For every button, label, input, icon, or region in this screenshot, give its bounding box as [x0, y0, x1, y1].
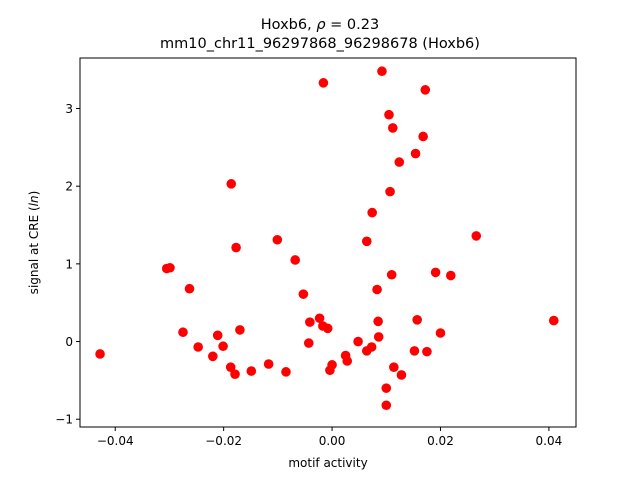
data-point-53 [422, 346, 432, 357]
data-point-18 [290, 255, 301, 265]
data-point-37 [373, 332, 384, 342]
data-point-30 [353, 336, 363, 347]
data-point-14 [246, 366, 257, 376]
data-point-29 [342, 356, 353, 366]
y-tick-label-4: 3 [65, 102, 73, 116]
data-point-20 [303, 338, 314, 348]
data-point-40 [381, 400, 392, 411]
x-axis-label: motif activity [288, 456, 367, 470]
y-tick-label-2: 1 [65, 257, 73, 271]
title-rho-symbol: ρ [316, 17, 326, 33]
points-layer [95, 66, 559, 411]
y-axis-ticks: −1 0 1 2 3 [55, 102, 80, 427]
data-point-9 [225, 362, 236, 372]
data-point-15 [263, 359, 274, 369]
data-point-48 [409, 346, 420, 356]
data-point-32 [361, 236, 372, 247]
data-point-56 [445, 270, 456, 281]
y-axis-label-main: signal at CRE ( [27, 206, 41, 294]
data-point-45 [389, 362, 399, 372]
data-point-17 [281, 367, 291, 377]
data-point-58 [548, 315, 559, 326]
data-point-7 [212, 330, 223, 341]
data-point-25 [322, 323, 333, 334]
data-point-5 [193, 342, 203, 352]
data-point-11 [230, 369, 240, 379]
y-tick-label-0: −1 [55, 413, 73, 427]
data-point-38 [377, 66, 387, 77]
title-rho-value: 0.23 [347, 17, 379, 33]
title-gene: Hoxb6 [261, 17, 307, 33]
data-point-27 [327, 360, 337, 370]
data-point-19 [298, 289, 309, 299]
data-point-6 [208, 351, 218, 362]
x-tick-label-2: 0.00 [319, 434, 346, 448]
data-point-2 [165, 262, 175, 273]
data-point-34 [367, 207, 377, 218]
data-point-43 [386, 269, 397, 280]
chart-title: Hoxb6, ρ = 0.23 [261, 17, 379, 33]
data-point-41 [384, 109, 394, 120]
y-tick-label-3: 2 [65, 180, 73, 194]
data-point-21 [305, 317, 315, 327]
data-point-35 [372, 284, 382, 295]
data-point-49 [410, 148, 421, 159]
data-point-0 [95, 349, 105, 359]
data-point-55 [435, 328, 446, 338]
data-point-33 [366, 342, 377, 352]
data-point-57 [471, 231, 482, 241]
data-point-13 [235, 325, 245, 335]
data-point-52 [420, 85, 431, 95]
data-point-10 [226, 179, 237, 189]
x-tick-label-3: 0.02 [427, 434, 454, 448]
x-tick-label-1: −0.02 [205, 434, 242, 448]
data-point-36 [373, 316, 383, 327]
data-point-50 [412, 315, 422, 325]
data-point-22 [314, 313, 325, 324]
data-point-47 [396, 370, 407, 380]
data-point-16 [272, 234, 283, 245]
y-axis-label-end: ) [27, 191, 41, 196]
y-tick-label-1: 0 [65, 335, 73, 349]
data-point-24 [318, 78, 329, 88]
chart-subtitle: mm10_chr11_96297868_96298678 (Hoxb6) [160, 36, 480, 52]
data-point-8 [218, 341, 228, 352]
data-point-3 [178, 327, 188, 338]
data-point-44 [387, 123, 398, 133]
x-tick-label-0: −0.04 [97, 434, 134, 448]
plot-frame [79, 57, 577, 428]
data-point-12 [231, 242, 241, 253]
x-axis-ticks: −0.04 −0.02 0.00 0.02 0.04 [97, 427, 562, 448]
data-point-54 [430, 267, 441, 278]
data-point-39 [381, 383, 392, 393]
data-point-4 [184, 283, 195, 294]
y-axis-label-italic: ln [27, 195, 41, 206]
data-point-51 [418, 131, 428, 142]
data-point-46 [394, 157, 405, 167]
data-point-42 [385, 186, 395, 197]
x-tick-label-4: 0.04 [536, 434, 563, 448]
y-axis-label: signal at CRE (ln) [27, 191, 41, 295]
